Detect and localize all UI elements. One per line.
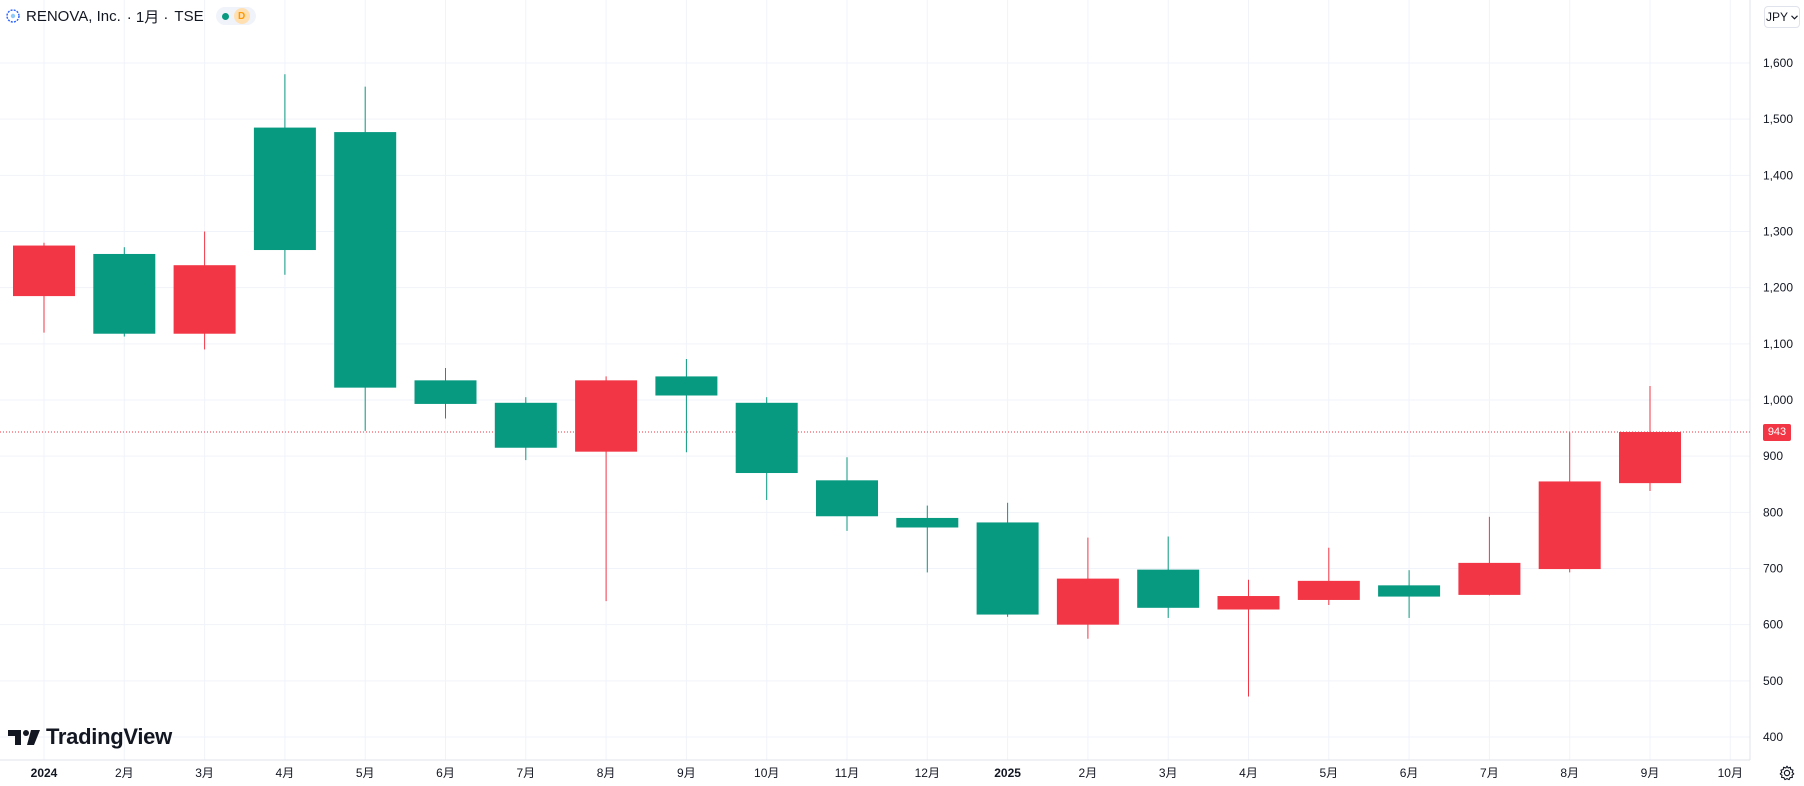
y-tick-label: 1,400 bbox=[1763, 168, 1793, 182]
candle[interactable] bbox=[93, 247, 156, 337]
x-tick-label: 6月 bbox=[436, 766, 455, 780]
candle-body bbox=[1538, 481, 1601, 570]
x-tick-label: 8月 bbox=[597, 766, 616, 780]
candle-body bbox=[976, 522, 1039, 615]
y-tick-label: 500 bbox=[1763, 674, 1783, 688]
y-tick-label: 600 bbox=[1763, 618, 1783, 632]
currency-selector[interactable]: JPY bbox=[1764, 6, 1800, 28]
tradingview-logo-icon bbox=[8, 730, 40, 745]
x-tick-label: 4月 bbox=[276, 766, 295, 780]
candle-body bbox=[1378, 585, 1441, 597]
settings-gear-icon[interactable] bbox=[1778, 764, 1796, 782]
x-tick-label: 11月 bbox=[835, 766, 859, 780]
candle[interactable] bbox=[816, 457, 878, 531]
candle-body bbox=[1297, 580, 1360, 600]
chevron-down-icon bbox=[1791, 14, 1798, 20]
y-tick-label: 900 bbox=[1763, 449, 1783, 463]
candle-body bbox=[896, 517, 959, 528]
candle-body bbox=[1137, 569, 1200, 608]
candle-body bbox=[816, 480, 878, 517]
candle[interactable] bbox=[575, 376, 638, 602]
time-axis[interactable]: 2024 2月 3月 4月 5月 6月 7月 8月 9月 10月 11月 12月 2025 2月 3月 4月 5… bbox=[31, 766, 1743, 780]
x-tick-label: 3月 bbox=[1159, 766, 1178, 780]
currency-label: JPY bbox=[1765, 10, 1788, 24]
x-tick-label: 2024 bbox=[31, 766, 58, 780]
candle[interactable] bbox=[735, 397, 798, 500]
candle-body bbox=[93, 253, 156, 334]
symbol-logo-icon bbox=[6, 9, 20, 23]
candle[interactable] bbox=[1378, 570, 1441, 618]
x-tick-label: 2025 bbox=[994, 766, 1021, 780]
y-tick-label: 1,300 bbox=[1763, 225, 1793, 239]
x-tick-label: 7月 bbox=[516, 766, 535, 780]
candle-body bbox=[494, 402, 557, 448]
candle[interactable] bbox=[655, 358, 718, 453]
symbol-name[interactable]: RENOVA, Inc. bbox=[26, 7, 121, 25]
candle[interactable] bbox=[1137, 536, 1200, 618]
candle[interactable] bbox=[1458, 516, 1521, 596]
candle[interactable] bbox=[1619, 385, 1681, 491]
candle-body bbox=[334, 132, 397, 388]
candle-body bbox=[1217, 596, 1280, 610]
x-tick-label: 10月 bbox=[754, 766, 779, 780]
x-tick-label: 2月 bbox=[1079, 766, 1098, 780]
candle[interactable] bbox=[1538, 432, 1601, 573]
candle[interactable] bbox=[1056, 537, 1119, 639]
x-tick-label: 6月 bbox=[1400, 766, 1419, 780]
x-tick-label: 3月 bbox=[195, 766, 214, 780]
candle-body bbox=[173, 265, 236, 334]
candle-body bbox=[1056, 578, 1119, 625]
candle-body bbox=[735, 402, 798, 474]
candle-body bbox=[414, 380, 477, 404]
market-open-icon bbox=[221, 12, 229, 20]
x-tick-label: 5月 bbox=[1319, 766, 1338, 780]
y-tick-label: 800 bbox=[1763, 505, 1783, 519]
candle[interactable] bbox=[896, 505, 959, 573]
current-price-label: 943 bbox=[1763, 423, 1791, 441]
candle-body bbox=[655, 376, 718, 396]
candle-body bbox=[575, 380, 638, 452]
candle[interactable] bbox=[976, 502, 1039, 617]
x-tick-label: 5月 bbox=[356, 766, 375, 780]
y-tick-label: 1,000 bbox=[1763, 393, 1793, 407]
candle[interactable] bbox=[414, 367, 477, 419]
tradingview-logo-text: TradingView bbox=[46, 724, 172, 749]
exchange-label: TSE bbox=[174, 7, 204, 25]
y-tick-label: 400 bbox=[1763, 730, 1783, 744]
candle-body bbox=[1619, 432, 1681, 484]
x-tick-label: 2月 bbox=[115, 766, 134, 780]
tradingview-logo[interactable]: TradingView bbox=[8, 724, 172, 750]
y-tick-label: 1,100 bbox=[1763, 337, 1793, 351]
y-tick-label: 1,600 bbox=[1763, 56, 1793, 70]
delayed-data-badge: D bbox=[233, 8, 250, 24]
price-axis[interactable]: 400 500 600 700 800 900 1,000 1,100 1,200 1,300 1,… bbox=[1763, 56, 1793, 744]
x-tick-label: 10月 bbox=[1718, 766, 1743, 780]
x-tick-label: 8月 bbox=[1560, 766, 1579, 780]
y-tick-label: 1,200 bbox=[1763, 281, 1793, 295]
interval-label[interactable]: · 1月 · bbox=[126, 8, 169, 26]
chart-header: RENOVA, Inc. · 1月 · TSE D bbox=[6, 6, 256, 26]
market-status-badge[interactable]: D bbox=[215, 7, 256, 25]
candle-body bbox=[13, 245, 75, 297]
candle[interactable] bbox=[1297, 547, 1360, 606]
x-tick-label: 7月 bbox=[1480, 766, 1499, 780]
candle[interactable] bbox=[173, 231, 236, 350]
candle[interactable] bbox=[334, 86, 397, 431]
y-tick-label: 1,500 bbox=[1763, 112, 1793, 126]
x-tick-label: 4月 bbox=[1239, 766, 1258, 780]
candle[interactable] bbox=[494, 397, 557, 461]
candle[interactable] bbox=[13, 242, 75, 333]
y-tick-label: 700 bbox=[1763, 562, 1783, 576]
candle-body bbox=[1458, 562, 1521, 595]
x-tick-label: 9月 bbox=[677, 766, 696, 780]
x-tick-label: 12月 bbox=[915, 766, 940, 780]
candle-body bbox=[253, 127, 316, 251]
candles[interactable] bbox=[13, 74, 1681, 697]
grid-lines bbox=[0, 0, 1750, 760]
x-tick-label: 9月 bbox=[1641, 766, 1660, 780]
candle[interactable] bbox=[253, 74, 316, 275]
candle[interactable] bbox=[1217, 579, 1280, 697]
